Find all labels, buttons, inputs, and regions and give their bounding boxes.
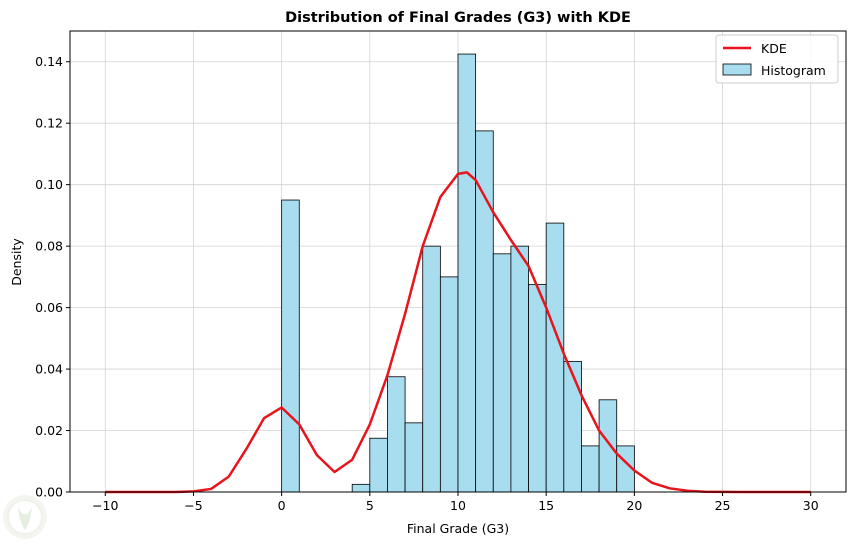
histogram-bar — [369, 437, 388, 493]
y-tick-label: 0.14 — [35, 54, 63, 69]
x-tick-label: −10 — [92, 498, 118, 513]
y-tick-label: 0.02 — [35, 423, 63, 438]
histogram-bar — [492, 253, 512, 493]
x-tick-label: 15 — [538, 498, 554, 513]
histogram-bar — [528, 284, 547, 493]
histogram-bar — [439, 276, 459, 493]
kde-series-line — [105, 171, 811, 494]
watermark-logo — [3, 495, 47, 539]
y-axis-label: Density — [9, 238, 24, 286]
legend-histogram-swatch — [722, 63, 752, 76]
histogram-bar — [457, 53, 477, 493]
x-tick-label: 20 — [626, 498, 642, 513]
x-tick-label: 10 — [450, 498, 466, 513]
histogram-bar — [387, 376, 406, 493]
x-tick-label: −5 — [184, 498, 202, 513]
legend-kde-label: KDE — [761, 41, 787, 56]
histogram-bar — [545, 222, 565, 493]
axis-ticks: −10 −5 0 5 10 15 20 25 30 0.00 0.02 0.04 0.06 0.08 0.1… — [35, 54, 819, 513]
y-tick-label: 0.10 — [35, 177, 63, 192]
x-tick-label: 5 — [366, 498, 374, 513]
y-tick-label: 0.06 — [35, 300, 63, 315]
legend-histogram-label: Histogram — [761, 63, 826, 78]
legend: KDE Histogram — [715, 34, 839, 84]
y-tick-label: 0.08 — [35, 239, 63, 254]
y-tick-label: 0.12 — [35, 116, 63, 131]
histogram-bar — [351, 483, 371, 493]
histogram-bar — [422, 245, 441, 493]
y-tick-label: 0.04 — [35, 362, 63, 377]
chart-title: Distribution of Final Grades (G3) with K… — [285, 10, 631, 26]
x-tick-label: 25 — [715, 498, 731, 513]
histogram-bar — [404, 422, 424, 493]
histogram-bar — [598, 399, 618, 493]
histogram-bar — [581, 445, 600, 493]
x-axis-label: Final Grade (G3) — [407, 521, 509, 536]
y-tick-label: 0.00 — [35, 485, 63, 500]
histogram-bar — [563, 360, 582, 493]
x-tick-label: 0 — [278, 498, 286, 513]
histogram-bar — [281, 199, 300, 493]
x-tick-label: 30 — [803, 498, 819, 513]
histogram-bar — [510, 245, 529, 493]
